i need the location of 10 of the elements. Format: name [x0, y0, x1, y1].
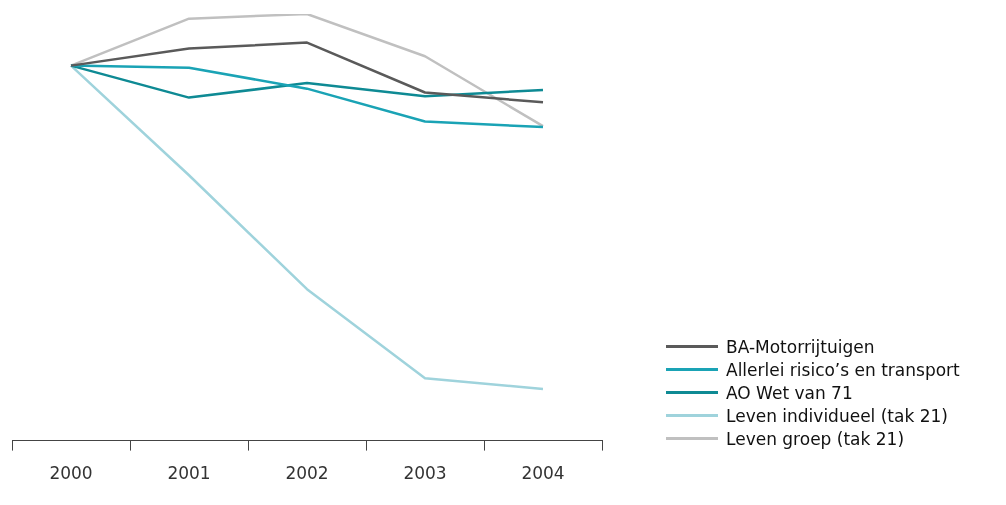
x-tick-label: 2001	[167, 463, 211, 484]
legend-label: Allerlei risico’s en transport	[726, 359, 960, 380]
legend-label: Leven individueel (tak 21)	[726, 405, 948, 426]
x-tick-label: 2004	[521, 463, 565, 484]
x-tick-label: 2000	[49, 463, 93, 484]
x-tick-label: 2003	[403, 463, 447, 484]
x-tick-label: 2002	[285, 463, 329, 484]
legend-label: BA-Motorrijtuigen	[726, 336, 875, 357]
legend-label: AO Wet van 71	[726, 382, 853, 403]
legend-label: Leven groep (tak 21)	[726, 428, 905, 449]
